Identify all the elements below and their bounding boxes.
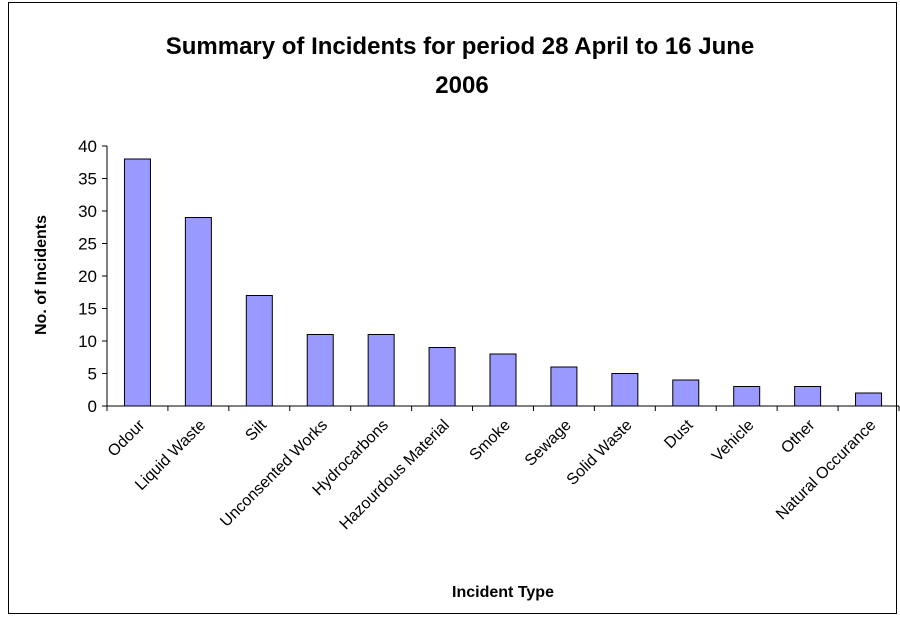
x-tick-label: Dust [661,416,697,452]
x-tick-label: Hazourdous Material [336,417,452,533]
x-tick-label: Sewage [522,417,575,470]
bar [733,386,761,407]
x-tick-label: Unconsented Works [217,417,331,531]
y-tick-label: 15 [78,300,97,319]
x-tick-label: Vehicle [709,417,758,466]
bar [672,379,700,407]
x-tick-label: Other [778,416,819,457]
y-tick-label: 0 [88,397,97,416]
y-tick-label: 20 [78,267,97,286]
y-tick-label: 40 [78,137,97,156]
bar [794,386,822,407]
y-tick-label: 10 [78,332,97,351]
bar [611,373,639,407]
bar [123,158,151,407]
bar [428,347,456,407]
x-tick-label: Silt [242,416,270,444]
y-tick-label: 35 [78,170,97,189]
y-tick-label: 5 [88,365,97,384]
chart-frame [8,2,897,614]
bar [367,334,395,407]
y-axis-title: No. of Incidents [33,215,50,335]
bar [855,392,883,407]
y-tick-label: 30 [78,202,97,221]
x-tick-label: Natural Occurance [773,417,879,523]
bar [550,366,578,407]
x-tick-label: Solid Waste [564,417,636,489]
x-axis-title: Incident Type [452,584,554,601]
chart-title-line-1: Summary of Incidents for period 28 April… [166,33,755,60]
bar [489,353,517,407]
bar [245,295,273,407]
x-tick-label: Smoke [467,417,514,464]
chart-title-line-2: 2006 [435,72,488,99]
y-tick-label: 25 [78,235,97,254]
x-tick-label: Odour [105,416,149,460]
bar [184,217,212,407]
bar [306,334,334,407]
